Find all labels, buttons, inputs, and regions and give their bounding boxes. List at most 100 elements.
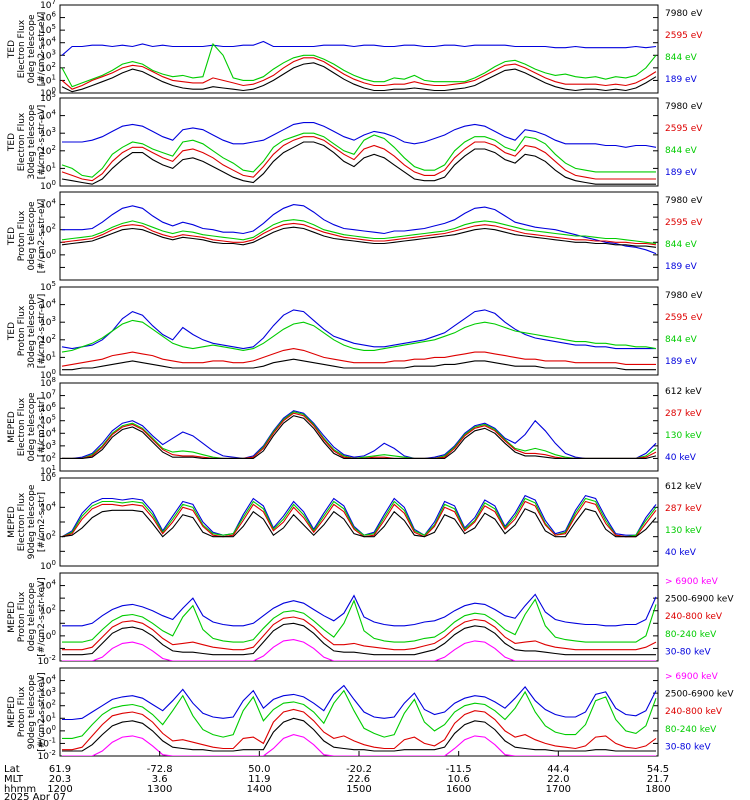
series-line bbox=[61, 500, 657, 538]
y-tick-label: 104 bbox=[40, 579, 56, 592]
legend-entry: 2595 eV bbox=[665, 124, 703, 134]
panel-7: 10-2 100 102 104 MEPED Proton Flux 0deg telesc… bbox=[7, 572, 734, 667]
y-axis-label-line: TED bbox=[7, 227, 17, 246]
legend-entry: 189 eV bbox=[665, 262, 698, 272]
y-axis-label-line: [#/cm2-s-str-keV] bbox=[37, 577, 47, 656]
y-tick-label: 103 bbox=[40, 439, 56, 452]
legend-entry: 80-240 keV bbox=[665, 725, 717, 735]
y-axis-label-line: 0deg telescope bbox=[27, 201, 37, 271]
x-tick-label: 1500 bbox=[346, 784, 371, 795]
legend-entry: 130 keV bbox=[665, 526, 702, 536]
axis-row-label-lat: Lat bbox=[4, 764, 20, 775]
y-tick-label: 101 bbox=[40, 350, 56, 363]
y-axis-label-line: 0deg telescope bbox=[27, 392, 37, 462]
y-axis-label-line: 90deg telescope bbox=[27, 674, 37, 749]
plot-frame bbox=[59, 382, 659, 472]
y-tick-label: 102 bbox=[40, 333, 56, 346]
series-line bbox=[62, 689, 657, 739]
legend-entry: 612 keV bbox=[665, 387, 702, 397]
x-tick-label: 22.6 bbox=[348, 774, 370, 785]
y-tick-label: 105 bbox=[40, 23, 56, 36]
series-line bbox=[61, 494, 657, 538]
legend-entry: 287 keV bbox=[665, 504, 702, 514]
y-tick-label: 103 bbox=[40, 686, 56, 699]
series-line bbox=[61, 62, 657, 93]
y-axis-label-line: 0deg telescope bbox=[27, 582, 37, 652]
x-tick-label: 1800 bbox=[645, 784, 670, 795]
series-line bbox=[62, 734, 656, 756]
y-tick-label: 105 bbox=[40, 91, 56, 104]
y-tick-label: 104 bbox=[40, 198, 56, 211]
x-tick-label: 1200 bbox=[47, 784, 72, 795]
y-axis-label-line: [#/cm2-s-str-eV] bbox=[37, 294, 47, 369]
y-axis-label-line: MEPED bbox=[7, 411, 17, 443]
legend-entry: 7980 eV bbox=[665, 196, 703, 206]
legend-entry: 844 eV bbox=[665, 240, 698, 250]
series-line bbox=[62, 622, 656, 656]
x-tick-label: 11.9 bbox=[248, 774, 270, 785]
series-line bbox=[61, 226, 657, 248]
y-tick-label: 101 bbox=[40, 711, 56, 724]
y-tick-label: 104 bbox=[40, 674, 56, 687]
y-tick-label: 105 bbox=[40, 414, 56, 427]
series-line bbox=[62, 412, 657, 459]
series-line bbox=[61, 348, 656, 367]
legend-entry: 844 eV bbox=[665, 335, 698, 345]
legend-entry: 2595 eV bbox=[665, 313, 703, 323]
y-tick-label: 103 bbox=[40, 126, 56, 139]
legend-entry: 2595 eV bbox=[665, 218, 703, 228]
y-tick-label: 101 bbox=[40, 73, 56, 86]
series-line bbox=[62, 204, 657, 255]
y-axis-label-line: Proton Flux bbox=[17, 305, 27, 356]
legend-entry: 189 eV bbox=[665, 75, 698, 85]
y-tick-label: 103 bbox=[40, 48, 56, 61]
y-tick-label: 102 bbox=[40, 530, 56, 543]
y-axis-label-line: [#/cm2-s-str-eV] bbox=[37, 12, 47, 87]
legend-entry: 2595 eV bbox=[665, 31, 703, 41]
y-axis-label-line: Proton Flux bbox=[17, 591, 27, 642]
series-line bbox=[61, 40, 657, 56]
y-tick-label: 100 bbox=[40, 248, 56, 261]
panel-6: 100 102 104 106 MEPED Electron Flux 90deg tele… bbox=[7, 471, 702, 572]
y-tick-label: 104 bbox=[40, 426, 56, 439]
x-tick-label: 22.0 bbox=[547, 774, 569, 785]
legend-entry: 40 keV bbox=[665, 548, 697, 558]
legend-entry: 189 eV bbox=[665, 168, 698, 178]
legend-entry: > 6900 keV bbox=[665, 672, 719, 682]
y-tick-label: 104 bbox=[40, 298, 56, 311]
y-axis-label-line: [#/cm2-s-str-keV] bbox=[37, 672, 47, 751]
panel-2: 100 101 102 103 104 105 TED Electron Flux 30deg … bbox=[7, 91, 703, 192]
legend-entry: 287 keV bbox=[665, 409, 702, 419]
series-line bbox=[62, 411, 657, 459]
x-tick-label: 1400 bbox=[247, 784, 272, 795]
y-axis-label-line: 30deg telescope bbox=[27, 293, 37, 368]
series-line bbox=[61, 222, 657, 246]
legend-entry: 7980 eV bbox=[665, 9, 703, 19]
series-line bbox=[62, 639, 656, 661]
series-line bbox=[62, 410, 657, 459]
plot-frame bbox=[59, 191, 659, 281]
series-line bbox=[61, 219, 657, 245]
y-axis-label-line: MEPED bbox=[7, 696, 17, 728]
series-line bbox=[61, 141, 656, 185]
y-tick-label: 100 bbox=[40, 724, 56, 737]
legend-entry: 40 keV bbox=[665, 453, 697, 463]
y-tick-label: 100 bbox=[40, 559, 56, 572]
y-tick-label: 104 bbox=[40, 36, 56, 49]
legend-entry: 2500-6900 keV bbox=[665, 690, 734, 700]
y-tick-label: 105 bbox=[40, 280, 56, 293]
y-tick-label: 101 bbox=[40, 161, 56, 174]
x-tick-label: -11.5 bbox=[446, 764, 472, 775]
legend-entry: 240-800 keV bbox=[665, 707, 723, 717]
legend-entry: 7980 eV bbox=[665, 102, 703, 112]
x-tick-label: 10.6 bbox=[448, 774, 470, 785]
series-line bbox=[61, 319, 657, 353]
y-axis-label-line: 0deg telescope bbox=[27, 14, 37, 84]
plot-frame bbox=[59, 286, 659, 376]
plot-frame bbox=[59, 477, 659, 567]
y-axis-label-line: TED bbox=[7, 322, 17, 341]
legend-entry: 240-800 keV bbox=[665, 612, 723, 622]
